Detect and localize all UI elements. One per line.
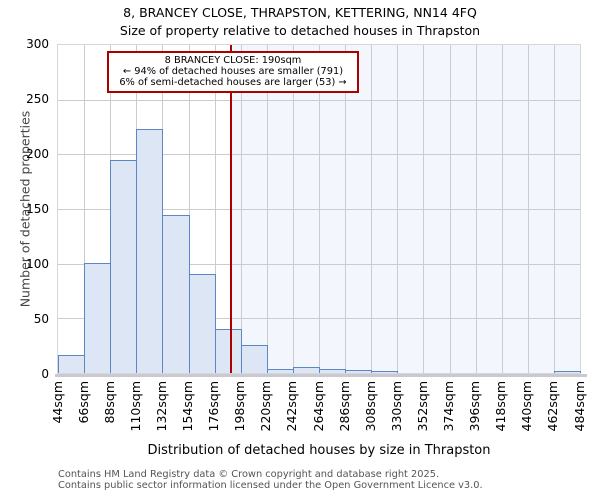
x-tick-label: 176sqm — [206, 381, 222, 432]
vertical-gridline — [502, 45, 503, 373]
x-tick-label: 308sqm — [362, 381, 378, 432]
vertical-gridline — [554, 45, 555, 373]
x-tick-label: 198sqm — [232, 381, 248, 432]
y-tick-label: 250 — [26, 92, 49, 106]
histogram-bar — [84, 262, 111, 373]
x-tick-label: 264sqm — [310, 381, 326, 432]
y-tick-label: 100 — [26, 257, 49, 271]
footer-line-2: Contains public sector information licen… — [58, 480, 483, 491]
x-axis-line — [55, 374, 587, 377]
x-tick-label: 418sqm — [493, 381, 509, 432]
histogram-bar — [110, 159, 137, 373]
x-tick-label: 110sqm — [127, 381, 143, 432]
annotation-line-3: 6% of semi-detached houses are larger (5… — [119, 77, 347, 88]
histogram-bar — [241, 344, 268, 373]
x-tick-label: 220sqm — [258, 381, 274, 432]
x-tick-label: 44sqm — [49, 381, 65, 424]
y-tick-label: 200 — [26, 147, 49, 161]
vertical-gridline — [293, 45, 294, 373]
histogram-bar — [345, 369, 372, 373]
marker-line — [230, 45, 233, 373]
vertical-gridline — [397, 45, 398, 373]
y-tick-label: 300 — [26, 37, 49, 51]
x-tick-label: 374sqm — [441, 381, 456, 432]
histogram-bar — [162, 214, 190, 373]
vertical-gridline — [241, 45, 242, 373]
histogram-bar — [136, 129, 163, 373]
histogram-bar — [371, 370, 398, 373]
annotation-line-2: ← 94% of detached houses are smaller (79… — [122, 66, 344, 77]
vertical-gridline — [371, 45, 372, 373]
vertical-gridline — [267, 45, 268, 373]
vertical-gridline — [84, 45, 85, 373]
x-tick-label: 352sqm — [414, 381, 430, 432]
y-tick-label: 50 — [33, 312, 49, 326]
marker-annotation-box: 8 BRANCEY CLOSE: 190sqm ← 94% of detache… — [107, 51, 359, 93]
x-tick-label: 286sqm — [336, 381, 352, 432]
histogram-bar — [267, 368, 294, 373]
x-tick-label: 462sqm — [545, 381, 561, 432]
x-tick-label: 484sqm — [571, 381, 587, 432]
y-tick-label: 0 — [41, 367, 49, 381]
x-tick-label: 132sqm — [153, 381, 169, 432]
plot-area: 8 BRANCEY CLOSE: 190sqm ← 94% of detache… — [57, 44, 581, 374]
x-tick-label: 88sqm — [101, 381, 117, 424]
vertical-gridline — [189, 45, 190, 373]
histogram-bar — [554, 370, 581, 373]
footer: Contains HM Land Registry data © Crown c… — [58, 469, 483, 491]
x-tick-label: 242sqm — [284, 381, 300, 432]
vertical-gridline — [476, 45, 477, 373]
histogram-bar — [293, 366, 320, 373]
vertical-gridline — [423, 45, 424, 373]
vertical-gridline — [450, 45, 451, 373]
histogram-bar — [319, 368, 346, 373]
histogram-bar — [189, 273, 216, 373]
annotation-line-1: 8 BRANCEY CLOSE: 190sqm — [164, 55, 302, 66]
x-tick-label: 330sqm — [388, 381, 404, 432]
footer-line-1: Contains HM Land Registry data © Crown c… — [58, 469, 440, 480]
vertical-gridline — [345, 45, 346, 373]
x-tick-label: 396sqm — [467, 381, 483, 432]
vertical-gridline — [319, 45, 320, 373]
x-tick-label: 154sqm — [180, 381, 195, 432]
histogram-bar — [215, 329, 242, 373]
x-tick-label: 66sqm — [75, 381, 91, 424]
vertical-gridline — [215, 45, 216, 373]
x-tick-label: 440sqm — [519, 381, 535, 432]
chart-subtitle: Size of property relative to detached ho… — [119, 23, 481, 38]
vertical-gridline — [528, 45, 529, 373]
histogram-bar — [58, 354, 85, 373]
y-tick-label: 150 — [26, 202, 49, 216]
x-axis-label: Distribution of detached houses by size … — [147, 443, 491, 458]
chart-title: 8, BRANCEY CLOSE, THRAPSTON, KETTERING, … — [123, 5, 477, 20]
